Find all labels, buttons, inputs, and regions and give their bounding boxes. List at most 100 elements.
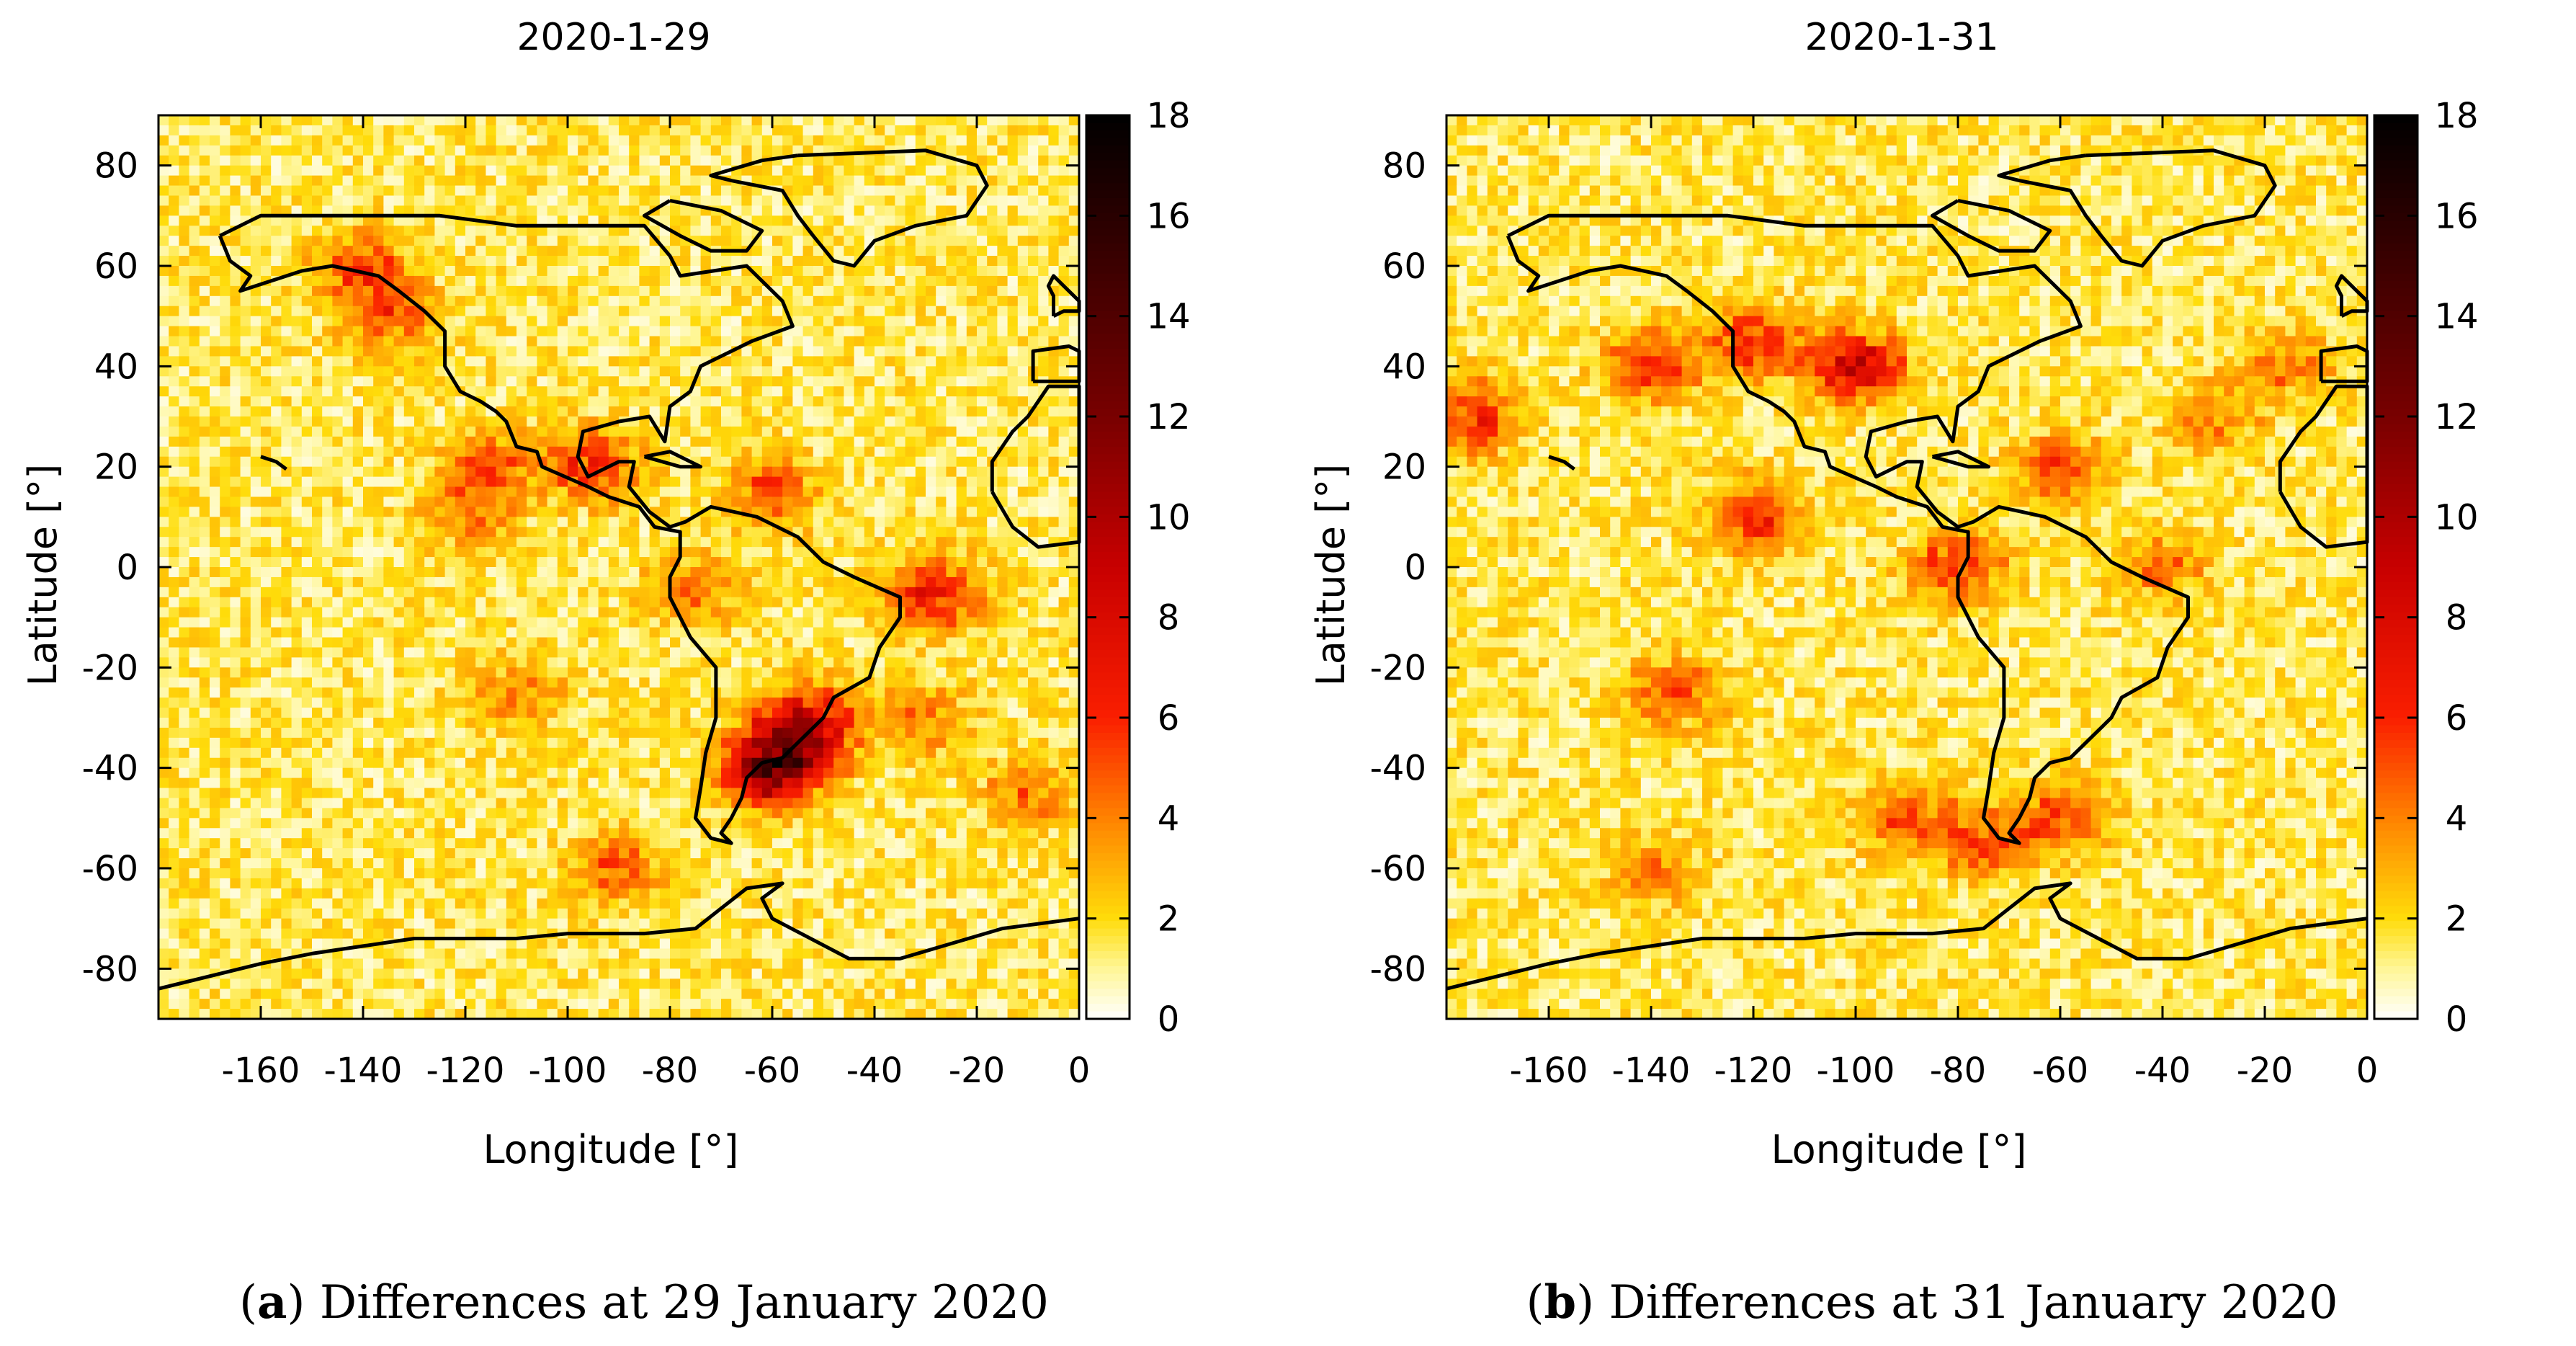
colorbar-segment xyxy=(1086,581,1130,591)
y-tick-label: 20 xyxy=(1382,447,1426,488)
colorbar-segment xyxy=(1086,875,1130,884)
colorbar-segment xyxy=(1086,175,1130,184)
colorbar-segment xyxy=(1086,348,1130,357)
x-tick-label: 0 xyxy=(1068,1051,1091,1091)
colorbar-tick-label: 4 xyxy=(2446,798,2468,839)
colorbar-segment xyxy=(1086,544,1130,553)
coastline-cuba xyxy=(643,450,703,469)
chart-title: 2020-1-31 xyxy=(1804,16,1999,59)
colorbar-segment xyxy=(1086,371,1130,380)
colorbar-segment xyxy=(2374,679,2418,688)
coastline-britain xyxy=(1046,274,1081,318)
colorbar-segment xyxy=(1086,190,1130,199)
x-tick-label: -120 xyxy=(1714,1051,1793,1091)
colorbar-segment xyxy=(1086,898,1130,907)
colorbar-segment xyxy=(2374,476,2418,485)
caption-b: (b) Differences at 31 January 2020 xyxy=(1526,1275,2338,1329)
colorbar-segment xyxy=(2374,559,2418,568)
x-tick-label: -80 xyxy=(1930,1051,1986,1091)
colorbar-segment xyxy=(2374,921,2418,930)
colorbar-segment xyxy=(1086,642,1130,651)
colorbar-segment xyxy=(1086,567,1130,576)
colorbar-segment xyxy=(2374,491,2418,500)
colorbar-tick-label: 6 xyxy=(2446,698,2468,739)
coastline-greenland xyxy=(1997,148,2277,268)
colorbar-segment xyxy=(1086,649,1130,659)
colorbar-segment xyxy=(1086,288,1130,297)
colorbar-segment xyxy=(2374,973,2418,982)
colorbar-segment xyxy=(1086,589,1130,598)
colorbar-segment xyxy=(2374,115,2418,124)
x-tick-label: -60 xyxy=(744,1051,800,1091)
x-tick-label: 0 xyxy=(2356,1051,2379,1091)
colorbar-segment xyxy=(1086,484,1130,493)
colorbar-tick-label: 0 xyxy=(2446,999,2468,1040)
colorbar-tick-label: 18 xyxy=(1146,96,1190,136)
colorbar-segment xyxy=(1086,243,1130,251)
x-tick-label: -80 xyxy=(642,1051,698,1091)
coastline-iberia xyxy=(2319,344,2369,383)
y-tick-label: -40 xyxy=(1370,749,1426,789)
colorbar-segment xyxy=(2374,266,2418,275)
x-tick-label: -20 xyxy=(949,1051,1005,1091)
colorbar-segment xyxy=(2374,341,2418,349)
colorbar-segment xyxy=(2374,507,2418,515)
colorbar-segment xyxy=(1086,416,1130,425)
colorbar-segment xyxy=(1086,446,1130,455)
colorbar-segment xyxy=(1086,574,1130,583)
colorbar-segment xyxy=(2374,823,2418,832)
colorbar-segment xyxy=(2374,838,2418,847)
colorbar-segment xyxy=(2374,145,2418,154)
colorbar-tick-label: 10 xyxy=(1146,497,1190,538)
colorbar-segment xyxy=(1086,989,1130,997)
colorbar-segment xyxy=(1086,777,1130,786)
colorbar-tick-label: 2 xyxy=(1158,899,1180,940)
coastlines xyxy=(1446,148,2369,991)
colorbar-segment xyxy=(1086,431,1130,440)
colorbar-segment xyxy=(1086,695,1130,703)
heatmap-cells xyxy=(1446,115,2368,1020)
colorbar-segment xyxy=(1086,725,1130,734)
colorbar-segment xyxy=(1086,334,1130,342)
colorbar-segment xyxy=(2374,627,2418,636)
colorbar-segment xyxy=(2374,386,2418,395)
colorbar-segment xyxy=(2374,657,2418,666)
coastline-baffin xyxy=(1931,198,2052,253)
colorbar-segment xyxy=(1086,664,1130,674)
colorbar-segment xyxy=(1086,853,1130,862)
colorbar-segment xyxy=(2374,371,2418,380)
colorbar-segment xyxy=(2374,958,2418,967)
y-tick-label: 60 xyxy=(1382,246,1426,287)
colorbar-segment xyxy=(2374,537,2418,545)
colorbar-segment xyxy=(2374,732,2418,741)
coastline-iberia xyxy=(1031,344,1081,383)
colorbar-tick-label: 0 xyxy=(1158,999,1180,1040)
colorbar-segment xyxy=(1086,703,1130,711)
colorbar-segment xyxy=(1086,409,1130,417)
colorbar-segment xyxy=(2374,943,2418,952)
colorbar-segment xyxy=(1086,258,1130,267)
colorbar-segment xyxy=(1086,363,1130,373)
colorbar-segment xyxy=(1086,341,1130,349)
colorbar-segment xyxy=(2374,605,2418,613)
colorbar-segment xyxy=(1086,476,1130,485)
x-tick-label: -100 xyxy=(1817,1051,1895,1091)
colorbar-segment xyxy=(1086,815,1130,824)
colorbar-segment xyxy=(1086,755,1130,764)
colorbar-segment xyxy=(1086,973,1130,982)
chart-panel-a: 2020-1-29 -160 -140 -120 -100 -80 -60 -40 -20 0 8… xyxy=(20,16,1191,1329)
coastline-americas xyxy=(1506,213,2190,845)
colorbar-segment xyxy=(1086,868,1130,877)
chart-svg: -160 -140 -120 -100 -80 -60 -40 -20 0806040200-2… xyxy=(1308,96,2479,1172)
colorbar-segment xyxy=(1086,153,1130,161)
colorbar-segment xyxy=(2374,446,2418,455)
colorbar-segment xyxy=(1086,762,1130,771)
colorbar-segment xyxy=(1086,747,1130,757)
colorbar-segment xyxy=(2374,966,2418,975)
colorbar-segment xyxy=(1086,1011,1130,1020)
colorbar-segment xyxy=(1086,740,1130,749)
colorbar-segment xyxy=(1086,1004,1130,1012)
colorbar-segment xyxy=(2374,755,2418,764)
colorbar-segment xyxy=(1086,830,1130,839)
colorbar-segment xyxy=(2374,620,2418,628)
